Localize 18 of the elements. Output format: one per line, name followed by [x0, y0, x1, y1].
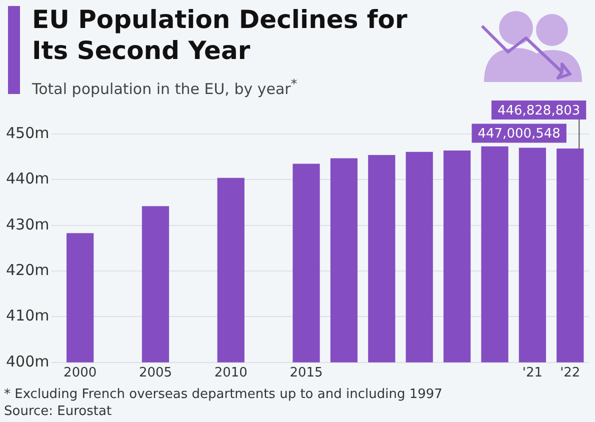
y-tick-label: 430m [6, 215, 50, 234]
chart-title: EU Population Declines for Its Second Year [32, 4, 408, 66]
y-tick-label: 400m [6, 352, 50, 370]
x-tick-label: 2015 [290, 366, 323, 381]
x-tick-label: '22 [560, 366, 580, 381]
x-tick-label: 2010 [214, 366, 248, 381]
y-tick-label: 420m [6, 260, 50, 279]
data-label: 446,828,803 [497, 103, 580, 118]
x-tick-label: 2005 [138, 366, 172, 381]
x-tick-label: 2000 [64, 366, 97, 381]
source-note: Source: Eurostat [4, 403, 113, 420]
data-label: 447,000,548 [478, 126, 560, 142]
y-tick-label: 450m [6, 124, 50, 142]
y-tick-label: 440m [6, 170, 50, 188]
chart-subtitle: Total population in the EU, by year$^{*}$ [32, 76, 298, 98]
y-tick-label: 410m [6, 306, 50, 325]
text: * Excluding French overseas departments up to and including 1997 [4, 386, 442, 403]
x-tick-label: '21 [522, 366, 543, 381]
